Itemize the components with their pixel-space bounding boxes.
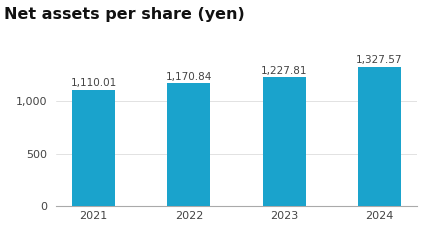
Text: 1,327.57: 1,327.57 [356, 55, 402, 65]
Bar [358, 67, 401, 206]
Text: 1,110.01: 1,110.01 [71, 78, 117, 88]
Text: Net assets per share (yen): Net assets per share (yen) [4, 7, 245, 22]
Text: 1,227.81: 1,227.81 [261, 66, 307, 76]
Bar [72, 90, 115, 206]
Bar [168, 83, 210, 206]
Bar [263, 77, 305, 206]
Text: 1,170.84: 1,170.84 [166, 72, 212, 82]
